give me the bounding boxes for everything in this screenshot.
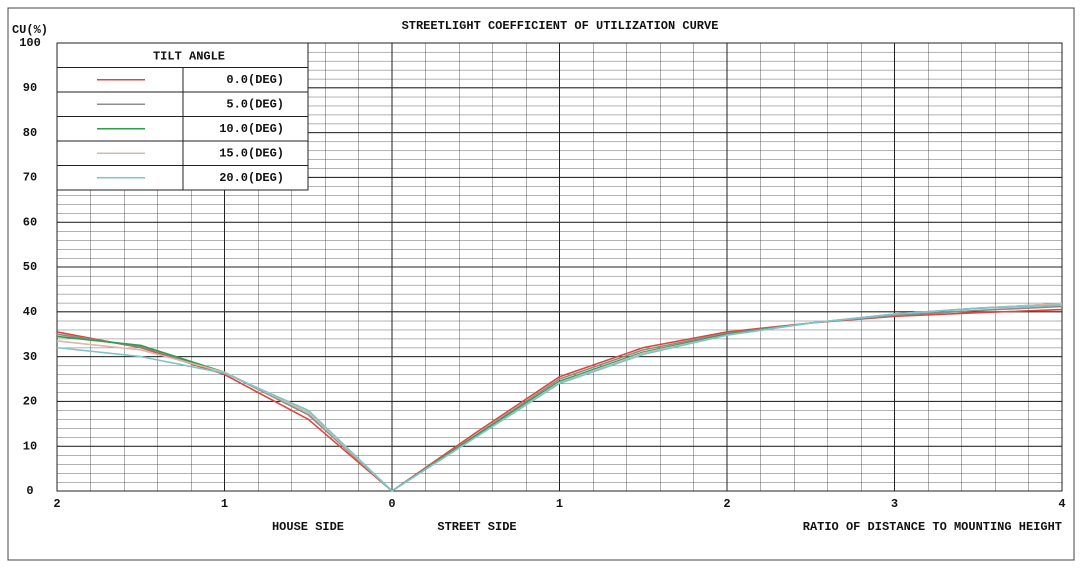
y-tick-label: 90	[23, 81, 37, 95]
x-tick-label: 2	[723, 497, 730, 511]
y-axis-label: CU(%)	[12, 23, 48, 37]
y-tick-label: 0	[26, 484, 33, 498]
x-tick-label: 0	[388, 497, 395, 511]
annotation: RATIO OF DISTANCE TO MOUNTING HEIGHT	[803, 520, 1062, 534]
y-tick-label: 80	[23, 126, 37, 140]
x-tick-label: 4	[1058, 497, 1065, 511]
chart-title: STREETLIGHT COEFFICIENT OF UTILIZATION C…	[402, 19, 719, 33]
series-line	[56, 304, 1063, 492]
legend-title: TILT ANGLE	[153, 49, 225, 63]
y-tick-label: 30	[23, 350, 37, 364]
y-tick-label: 10	[23, 439, 37, 453]
annotation: STREET SIDE	[437, 520, 516, 534]
series-line	[56, 308, 1063, 492]
legend-label: 20.0(DEG)	[219, 171, 284, 185]
y-tick-label: 100	[19, 36, 41, 50]
legend-label: 10.0(DEG)	[219, 122, 284, 136]
y-tick-label: 40	[23, 305, 37, 319]
legend-label: 5.0(DEG)	[226, 97, 284, 111]
x-tick-label: 3	[891, 497, 898, 511]
legend-label: 15.0(DEG)	[219, 146, 284, 160]
y-tick-label: 20	[23, 395, 37, 409]
y-tick-label: 60	[23, 215, 37, 229]
x-tick-label: 1	[556, 497, 563, 511]
x-tick-label: 1	[221, 497, 228, 511]
y-tick-label: 70	[23, 171, 37, 185]
legend-label: 0.0(DEG)	[226, 73, 284, 87]
annotation: HOUSE SIDE	[272, 520, 344, 534]
y-tick-label: 50	[23, 260, 37, 274]
x-tick-label: 2	[53, 497, 60, 511]
frame	[7, 7, 1075, 561]
